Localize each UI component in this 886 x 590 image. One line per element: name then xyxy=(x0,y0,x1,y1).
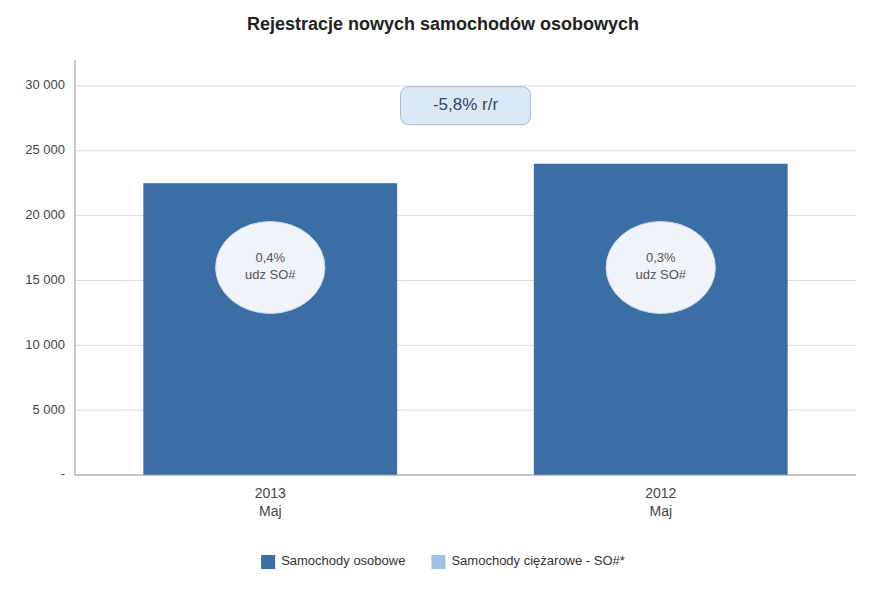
y-tick-label: - xyxy=(61,466,65,481)
bars xyxy=(143,164,787,475)
title: Rejestracje nowych samochodów osobowych xyxy=(247,14,639,34)
legend: Samochody osobowe Samochody ciężarowe - S… xyxy=(261,553,625,569)
bar-annotation-line: udz SO# xyxy=(245,267,296,282)
annotation: -5,8% r/r xyxy=(433,95,499,114)
x-tick-label-line: 2013 xyxy=(255,485,286,501)
annotation-box xyxy=(401,87,531,125)
legend-label: Samochody ciężarowe - SO#* xyxy=(451,553,624,568)
legend-item: Samochody osobowe xyxy=(261,553,405,569)
grid-line xyxy=(75,475,856,476)
legend-swatch xyxy=(261,555,275,569)
legend-item: Samochody ciężarowe - SO#* xyxy=(431,553,624,569)
bar-annotation: 0,3% udz SO# xyxy=(635,250,686,282)
y-tick-label: 30 000 xyxy=(25,77,65,92)
legend-label: Samochody osobowe xyxy=(281,553,405,568)
y-tick-label: 25 000 xyxy=(25,142,65,157)
y-tick-label: 15 000 xyxy=(25,272,65,287)
y-tick-label: 20 000 xyxy=(25,207,65,222)
y-axis-line xyxy=(75,60,76,475)
bar xyxy=(143,183,397,475)
x-tick-label-line: Maj xyxy=(649,503,672,519)
x-tick-label-line: Maj xyxy=(259,503,282,519)
bar-annotation-line: 0,4% xyxy=(255,250,285,265)
bar xyxy=(534,164,788,475)
x-axis-line xyxy=(75,475,856,476)
chart: Rejestracje nowych samochodów osobowych -… xyxy=(0,0,886,590)
grid-line xyxy=(75,150,856,151)
x-tick-label: 2013 Maj xyxy=(255,485,286,519)
oval xyxy=(216,222,325,314)
x-tick-label-line: 2012 xyxy=(645,485,676,501)
bar-annotation: 0,4% udz SO# xyxy=(245,250,296,282)
bar-annotation-line: 0,3% xyxy=(646,250,676,265)
y-tick-label: 10 000 xyxy=(25,337,65,352)
y-tick-label: 5 000 xyxy=(32,402,65,417)
x-tick-label: 2012 Maj xyxy=(645,485,676,519)
bar-annotation-line: udz SO# xyxy=(635,267,686,282)
oval xyxy=(606,222,715,314)
legend-swatch xyxy=(431,555,445,569)
y-grid xyxy=(75,86,856,475)
